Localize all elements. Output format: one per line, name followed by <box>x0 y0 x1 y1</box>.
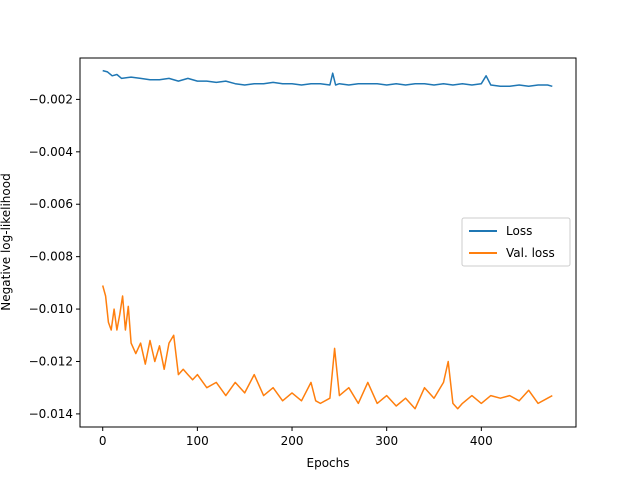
series-line-loss <box>102 69 553 88</box>
x-axis-label: Epochs <box>307 456 350 470</box>
y-tick-label: −0.002 <box>29 92 73 106</box>
y-tick-label: −0.006 <box>29 197 73 211</box>
y-tick-label: −0.014 <box>29 407 73 421</box>
legend: Loss Val. loss <box>461 217 571 267</box>
x-tick-label: 400 <box>470 434 493 448</box>
x-axis-ticks: 0 100 200 300 400 <box>99 427 493 448</box>
legend-label: Loss <box>506 224 532 238</box>
x-tick-label: 0 <box>99 434 107 448</box>
y-tick-label: −0.012 <box>29 354 73 368</box>
x-tick-label: 200 <box>281 434 304 448</box>
y-axis-ticks: −0.014 −0.012 −0.010 −0.008 −0.006 −0.004 −0.0… <box>29 92 80 421</box>
x-tick-label: 300 <box>375 434 398 448</box>
legend-label: Val. loss <box>506 246 555 260</box>
y-tick-label: −0.008 <box>29 250 73 264</box>
x-tick-label: 100 <box>186 434 209 448</box>
series-layer <box>101 69 553 410</box>
y-tick-label: −0.004 <box>29 145 73 159</box>
y-tick-label: −0.010 <box>29 302 73 316</box>
y-axis-label: Negative log-likelihood <box>0 173 13 310</box>
series-line-val-loss <box>101 285 553 410</box>
